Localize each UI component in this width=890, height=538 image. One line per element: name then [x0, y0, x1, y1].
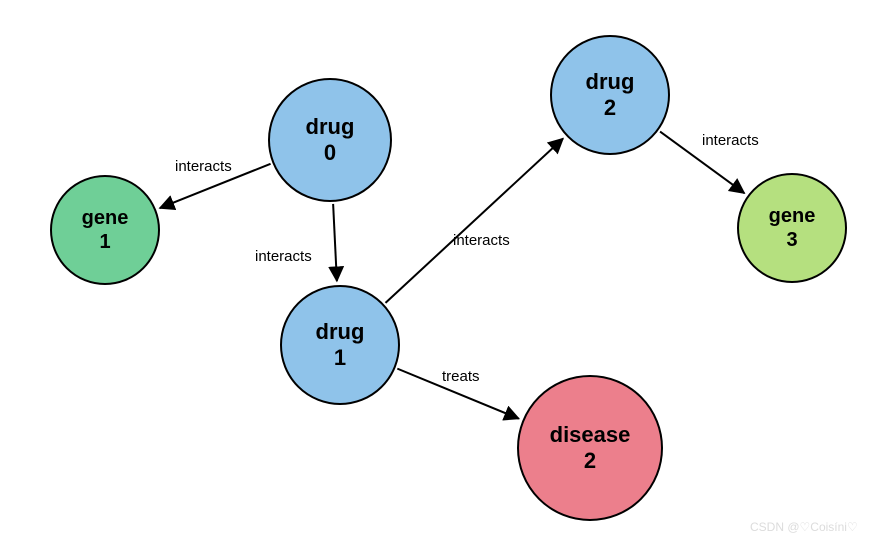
node-type-label: gene: [769, 204, 816, 228]
node-id-label: 1: [334, 345, 346, 371]
node-drug0: drug0: [268, 78, 392, 202]
node-drug2: drug2: [550, 35, 670, 155]
node-type-label: disease: [550, 422, 631, 448]
edge-label-e1: interacts: [255, 248, 312, 265]
node-type-label: gene: [82, 206, 129, 230]
node-id-label: 2: [604, 95, 616, 121]
node-gene3: gene3: [737, 173, 847, 283]
edge-label-e2: interacts: [453, 232, 510, 249]
node-type-label: drug: [586, 69, 635, 95]
node-disease2: disease2: [517, 375, 663, 521]
node-drug1: drug1: [280, 285, 400, 405]
node-type-label: drug: [306, 114, 355, 140]
node-gene1: gene1: [50, 175, 160, 285]
edge-label-e3: interacts: [702, 132, 759, 149]
node-id-label: 0: [324, 140, 336, 166]
edge-label-e0: interacts: [175, 158, 232, 175]
edge-label-e4: treats: [442, 368, 480, 385]
edge-e2: [385, 138, 563, 302]
watermark-text: CSDN @♡Coisíni♡: [750, 520, 858, 534]
node-id-label: 2: [584, 448, 596, 474]
edge-e1: [333, 204, 337, 281]
node-type-label: drug: [316, 319, 365, 345]
node-id-label: 1: [99, 230, 110, 254]
node-id-label: 3: [786, 228, 797, 252]
